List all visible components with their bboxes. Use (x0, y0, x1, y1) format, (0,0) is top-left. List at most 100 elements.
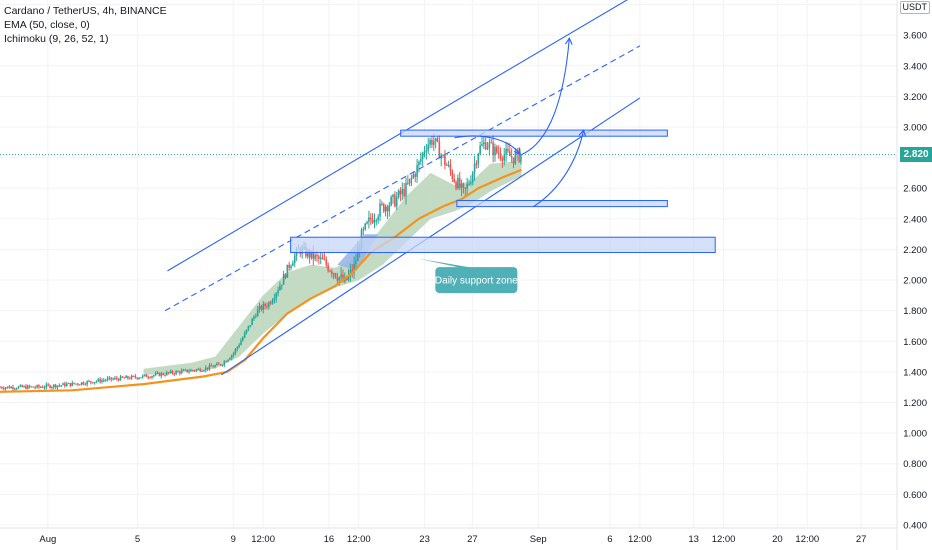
projection-arrow-high (521, 38, 570, 156)
candle-body (449, 164, 452, 172)
x-tick-label: 13 (688, 534, 699, 545)
candle-body (369, 217, 372, 220)
candle-body (258, 305, 261, 310)
candle-body (416, 165, 418, 177)
candle-body (355, 261, 357, 265)
candle-body (179, 371, 181, 374)
candle-body (431, 139, 433, 145)
candle-body (136, 377, 138, 379)
x-tick-label: 20 (772, 534, 783, 545)
candle-body (184, 369, 187, 371)
candle-body (375, 220, 378, 222)
candle-body (501, 158, 504, 161)
candle-body (349, 269, 352, 275)
candle-body (238, 344, 240, 347)
candle-body (464, 187, 467, 189)
candle-body (362, 229, 365, 231)
x-tick-label: Aug (39, 534, 56, 545)
candle-body (128, 378, 131, 380)
candle-body (308, 250, 311, 258)
candle-body (36, 385, 38, 388)
price-zone (400, 129, 668, 137)
candle-body (468, 183, 470, 185)
candle-body (284, 274, 287, 278)
legend-title: Cardano / TetherUS, 4h, BINANCE (4, 5, 167, 17)
candle-body (197, 368, 200, 370)
candle-body (508, 151, 511, 157)
candle-body (486, 147, 489, 150)
candle-body (319, 257, 322, 259)
candle-body (93, 382, 96, 384)
candle-body (60, 385, 62, 387)
candle-body (73, 382, 75, 384)
candle-body (125, 376, 127, 379)
candle-body (436, 138, 439, 142)
y-tick-label: 2.600 (903, 184, 927, 195)
candle-body (23, 386, 25, 388)
candle-body (368, 217, 370, 222)
candle-body (473, 163, 476, 173)
candle-body (410, 177, 413, 179)
legend-ichimoku: Ichimoku (9, 26, 52, 1) (4, 33, 109, 45)
candle-body (382, 203, 385, 212)
candle-body (334, 273, 337, 278)
candle-body (80, 382, 83, 385)
candle-body (141, 375, 144, 378)
candle-body (15, 388, 18, 390)
candle-body (154, 373, 157, 376)
candle-body (132, 375, 135, 377)
candle-body (160, 373, 163, 377)
candle-body (425, 150, 428, 152)
projection-arrow-low (533, 129, 585, 208)
candle-body (351, 269, 354, 273)
candle-body (6, 386, 9, 388)
x-tick-label: 12:00 (251, 534, 275, 545)
candle-body (27, 385, 29, 389)
candle-body (290, 265, 292, 268)
candle-body (292, 263, 294, 266)
candle-body (91, 382, 94, 384)
candle-body (279, 285, 281, 291)
candle-body (318, 256, 320, 259)
candle-body (420, 159, 422, 162)
candle-body (123, 377, 126, 379)
candle-body (273, 298, 276, 301)
candle-body (503, 154, 506, 161)
candle-body (266, 306, 268, 308)
candle-body (316, 254, 318, 257)
candle-body (190, 369, 192, 372)
candle-body (219, 364, 222, 366)
candle-body (260, 305, 263, 310)
candle-body (451, 171, 454, 179)
candlestick-series (0, 133, 522, 392)
candle-body (356, 248, 359, 262)
candle-body (191, 369, 194, 371)
candle-body (286, 264, 289, 278)
candle-body (288, 264, 290, 268)
x-tick-label: Sep (530, 534, 547, 545)
candle-body (427, 144, 430, 151)
x-tick-label: 27 (467, 534, 478, 545)
candle-body (457, 178, 459, 189)
candle-body (19, 385, 22, 387)
candle-body (245, 329, 248, 333)
candle-body (30, 386, 33, 388)
callout-box[interactable] (435, 267, 518, 294)
candle-body (143, 374, 146, 376)
candle-body (395, 197, 398, 207)
candle-body (45, 384, 48, 388)
candle-body (212, 366, 214, 368)
currency-label[interactable]: USDT (899, 1, 930, 14)
candle-body (208, 365, 211, 370)
candle-body (62, 383, 64, 386)
y-tick-label: 1.600 (903, 337, 927, 348)
y-tick-label: 3.400 (903, 61, 927, 72)
candle-body (64, 383, 66, 387)
candle-body (282, 274, 285, 285)
candle-body (103, 380, 105, 382)
candle-body (453, 178, 455, 182)
candle-body (34, 387, 37, 389)
candle-body (253, 316, 255, 319)
candle-body (321, 257, 324, 260)
